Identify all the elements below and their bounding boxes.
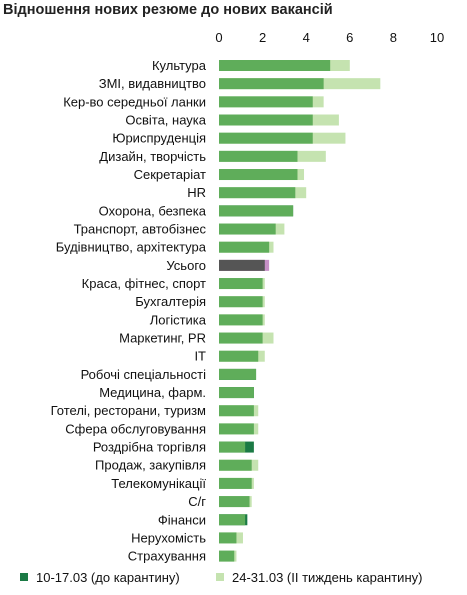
category-label: Краса, фітнес, спорт: [82, 276, 206, 291]
category-label: Робочі спеціальності: [81, 367, 207, 382]
legend-swatch-second-period: [216, 573, 224, 581]
bar-first-period: [219, 78, 324, 90]
legend-swatch-first-period: [20, 573, 28, 581]
category-label: Охорона, безпека: [99, 203, 207, 218]
category-label: Освіта, наука: [125, 113, 206, 128]
category-label: Маркетинг, PR: [119, 331, 206, 346]
category-label: Бухгалтерія: [135, 294, 206, 309]
category-label: Готелі, ресторани, туризм: [51, 403, 206, 418]
x-tick-label: 0: [215, 30, 222, 45]
bar-first-period: [219, 187, 296, 199]
bar-first-period: [219, 423, 254, 435]
bar-first-period: [219, 150, 298, 162]
category-label: Будівництво, архітектура: [56, 240, 207, 255]
x-tick-label: 2: [259, 30, 266, 45]
bar-second-period: [219, 368, 257, 380]
bar-first-period: [219, 169, 298, 181]
x-tick-label: 6: [346, 30, 353, 45]
bar-first-period: [219, 477, 252, 489]
category-label: ЗМІ, видавництво: [99, 76, 206, 91]
bar-first-period: [219, 350, 259, 362]
x-tick-label: 8: [390, 30, 397, 45]
bars: [219, 60, 381, 562]
category-label: Кер-во середньої ланки: [63, 94, 206, 109]
x-tick-label: 4: [303, 30, 310, 45]
category-label: Усього: [166, 258, 206, 273]
category-label: Продаж, закупівля: [95, 458, 206, 473]
bar-first-period: [219, 405, 254, 417]
bar-first-period: [219, 459, 252, 471]
category-labels: Культура ЗМІ, видавництво Кер-во середньої…: [51, 58, 207, 564]
bar-first-period: [219, 259, 265, 271]
bar-first-period: [219, 114, 313, 126]
bar-first-period: [219, 314, 263, 326]
category-label: С/г: [188, 494, 206, 509]
bar-first-period: [219, 132, 313, 144]
bar-first-period: [219, 296, 263, 308]
category-label: Культура: [152, 58, 207, 73]
bar-first-period: [219, 223, 276, 235]
category-label: Роздрібна торгівля: [93, 440, 206, 455]
x-tick-label: 10: [430, 30, 444, 45]
category-label: Юриспруденція: [112, 131, 206, 146]
legend-label-first-period: 10-17.03 (до карантину): [36, 570, 180, 585]
bar-first-period: [219, 278, 263, 290]
category-label: Нерухомість: [131, 530, 206, 545]
category-label: Сфера обслуговування: [65, 421, 206, 436]
legend: 10-17.03 (до карантину) 24-31.03 (II тижд…: [20, 570, 422, 585]
legend-label-second-period: 24-31.03 (II тиждень карантину): [232, 570, 422, 585]
category-label: Транспорт, автобізнес: [74, 222, 207, 237]
bar-second-period: [219, 514, 246, 526]
category-label: IT: [194, 349, 206, 364]
bar-first-period: [219, 241, 270, 253]
category-label: Логістика: [150, 312, 207, 327]
category-label: Страхування: [128, 549, 206, 564]
bar-second-period: [219, 205, 294, 217]
category-label: Фінанси: [158, 512, 206, 527]
bar-first-period: [219, 496, 250, 508]
bar-second-period: [219, 387, 254, 399]
category-label: Секретаріат: [134, 167, 206, 182]
category-label: Телекомунікації: [111, 476, 206, 491]
chart-title: Відношення нових резюме до нових вакансі…: [3, 2, 333, 18]
bar-first-period: [219, 60, 331, 71]
category-label: Дизайн, творчість: [99, 149, 206, 164]
category-label: Медицина, фарм.: [99, 385, 206, 400]
bar-second-period: [219, 441, 246, 453]
bar-first-period: [219, 550, 235, 562]
x-axis-ticks: 0 2 4 6 8 10: [215, 30, 444, 45]
bar-first-period: [219, 532, 237, 544]
bar-first-period: [219, 96, 313, 108]
bar-first-period: [219, 332, 263, 344]
category-label: HR: [187, 185, 206, 200]
